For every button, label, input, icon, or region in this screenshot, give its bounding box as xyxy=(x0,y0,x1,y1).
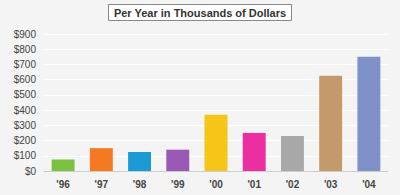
svg-text:$0: $0 xyxy=(25,166,37,177)
svg-text:$800: $800 xyxy=(14,44,37,55)
svg-text:'98: '98 xyxy=(133,179,147,190)
svg-text:Per Year in Thousands of Dolla: Per Year in Thousands of Dollars xyxy=(114,7,286,19)
svg-text:'03: '03 xyxy=(324,179,338,190)
svg-text:$200: $200 xyxy=(14,135,37,146)
svg-text:$600: $600 xyxy=(14,74,37,85)
svg-text:$300: $300 xyxy=(14,120,37,131)
svg-text:$900: $900 xyxy=(14,29,37,40)
svg-text:'97: '97 xyxy=(95,179,109,190)
svg-text:'00: '00 xyxy=(209,179,223,190)
svg-text:$100: $100 xyxy=(14,150,37,161)
svg-text:'01: '01 xyxy=(247,179,261,190)
svg-text:$500: $500 xyxy=(14,89,37,100)
svg-text:'99: '99 xyxy=(171,179,185,190)
svg-text:'02: '02 xyxy=(286,179,300,190)
svg-text:'96: '96 xyxy=(56,179,70,190)
svg-text:$700: $700 xyxy=(14,59,37,70)
svg-text:$400: $400 xyxy=(14,105,37,116)
svg-text:'04: '04 xyxy=(362,179,376,190)
